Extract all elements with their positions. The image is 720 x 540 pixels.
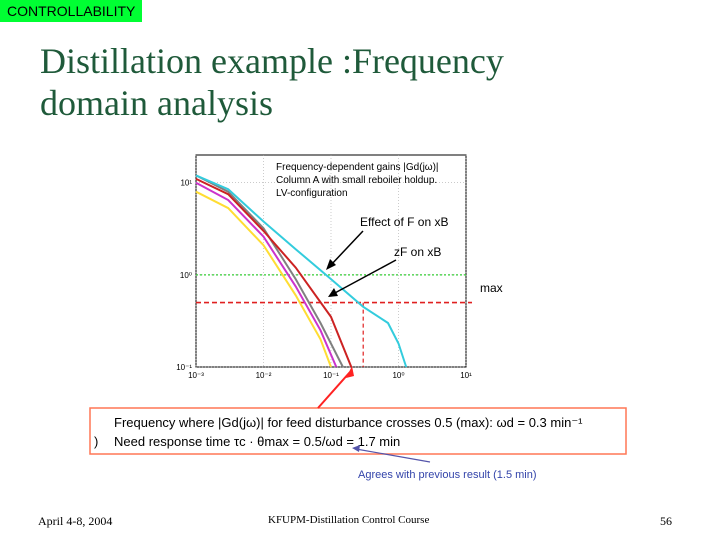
x-tick-label: 10⁻¹	[323, 371, 339, 380]
x-tick-label: 10⁻²	[256, 371, 272, 380]
footer-date: April 4-8, 2004	[38, 514, 113, 528]
callout-line-2-paren: )	[94, 434, 98, 449]
section-tag: CONTROLLABILITY	[0, 0, 143, 22]
effect-arrow	[329, 230, 364, 267]
series-line-5	[195, 174, 408, 368]
callout-arrowhead	[346, 366, 354, 378]
callout-arrow	[317, 371, 351, 409]
title-line-1: Distillation example :Frequency	[40, 41, 504, 81]
footer-course: KFUPM-Distillation Control Course	[268, 514, 430, 526]
legend-line-1: Frequency-dependent gains |Gd(jω)|	[276, 162, 439, 173]
max-label: max	[480, 281, 503, 295]
y-tick-label: 10⁰	[180, 271, 192, 280]
y-tick-label: 10⁻¹	[176, 363, 192, 372]
effect-arrowhead	[326, 259, 336, 270]
x-tick-label: 10⁰	[392, 371, 404, 380]
legend-line-3: LV-configuration	[276, 188, 348, 199]
title-line-2: domain analysis	[40, 83, 273, 123]
slide-title: Distillation example :Frequency domain a…	[40, 40, 680, 124]
zf-label: zF on xB	[394, 245, 441, 259]
effect-label: Effect of F on xB	[360, 215, 449, 229]
series-line-1	[195, 174, 344, 368]
callout-line-1: Frequency where |Gd(jω)| for feed distur…	[114, 415, 583, 430]
x-tick-label: 10¹	[460, 371, 472, 380]
x-tick-label: 10⁻³	[188, 371, 204, 380]
footer-page-number: 56	[660, 514, 672, 528]
callout-line-2: Need response time τc · θmax = 0.5/ωd = …	[114, 434, 400, 449]
agrees-arrowhead	[352, 445, 360, 452]
y-tick-label: 10¹	[180, 179, 192, 188]
legend-line-2: Column A with small reboiler holdup.	[276, 175, 437, 186]
series-line-4	[195, 177, 353, 368]
series-line-3	[195, 190, 332, 368]
agrees-note: Agrees with previous result (1.5 min)	[358, 469, 537, 481]
series-line-2	[195, 181, 338, 368]
zf-arrow	[332, 259, 397, 295]
zf-arrowhead	[328, 288, 338, 297]
agrees-arrow	[355, 448, 431, 463]
